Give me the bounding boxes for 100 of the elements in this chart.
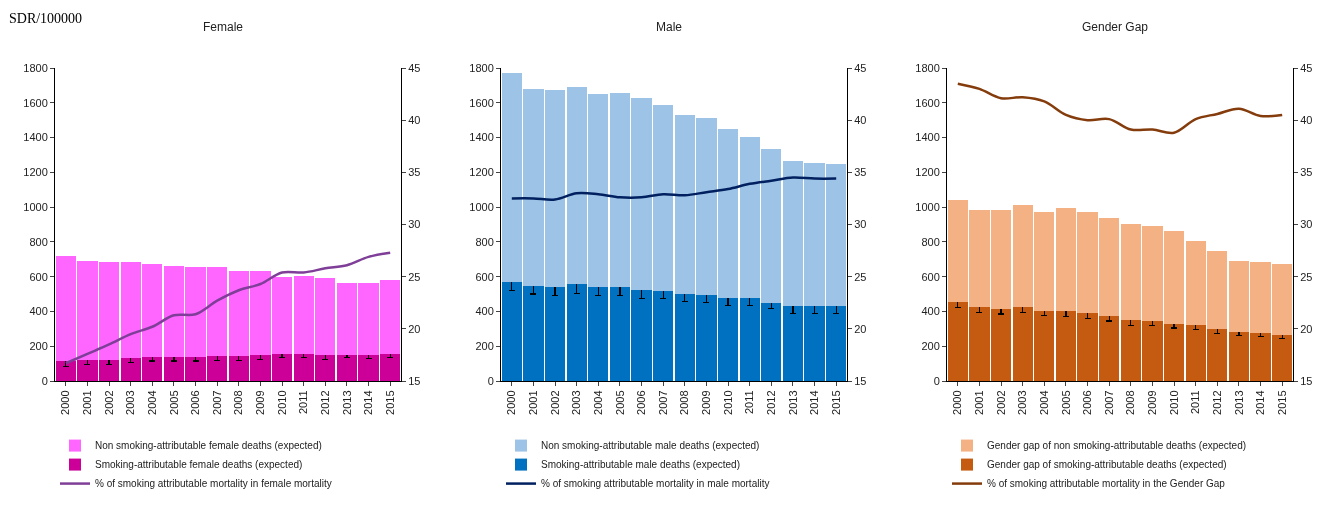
y-tick-label: 1000 — [915, 200, 940, 213]
x-tick-label: 2006 — [189, 390, 202, 415]
y2-tick-label: 45 — [408, 61, 421, 74]
y-tick-label: 200 — [29, 340, 48, 353]
x-tick-label: 2001 — [973, 390, 986, 415]
x-tick-label: 2011 — [297, 390, 310, 415]
x-tick-label: 2002 — [102, 390, 115, 415]
y-tick-label: 0 — [487, 374, 494, 387]
chart-title: Female — [202, 20, 244, 35]
y-tick-label: 1400 — [469, 131, 494, 144]
y-tick-label: 1800 — [915, 61, 940, 74]
y-tick-label: 400 — [921, 305, 940, 318]
legend-label: Non smoking-attributable female deaths (expected) — [95, 440, 322, 452]
y2-tick-label: 40 — [1300, 114, 1313, 127]
y-tick-label: 800 — [475, 235, 494, 248]
x-tick-label: 2005 — [613, 390, 626, 415]
y2-tick-label: 15 — [1300, 374, 1313, 387]
y-tick-label: 1400 — [915, 131, 940, 144]
y-tick-label: 1800 — [469, 61, 494, 74]
line-series — [510, 176, 838, 201]
x-tick-label: 2012 — [318, 390, 331, 415]
x-tick-label: 2013 — [340, 390, 353, 415]
y-tick-label: 1600 — [469, 96, 494, 109]
x-tick-label: 2011 — [1189, 390, 1202, 415]
chart-title: Male — [655, 20, 683, 35]
x-tick-label: 2001 — [527, 390, 540, 415]
x-tick-label: 2015 — [383, 390, 396, 415]
x-tick-label: 2005 — [167, 390, 180, 415]
x-tick-label: 2003 — [570, 390, 583, 415]
y-tick-label: 600 — [29, 270, 48, 283]
x-tick-label: 2009 — [254, 390, 267, 415]
x-tick-label: 2008 — [678, 390, 691, 415]
x-tick-label: 2013 — [786, 390, 799, 415]
y2-tick-label: 25 — [1300, 270, 1313, 283]
y2-tick-label: 45 — [854, 61, 867, 74]
y2-tick-label: 30 — [854, 218, 867, 231]
x-tick-label: 2008 — [1124, 390, 1137, 415]
x-tick-label: 2002 — [994, 390, 1007, 415]
line-series — [64, 251, 392, 365]
x-tick-label: 2010 — [721, 390, 734, 415]
x-tick-label: 2015 — [1275, 390, 1288, 415]
x-tick-label: 2012 — [764, 390, 777, 415]
y-tick-label: 1800 — [23, 61, 48, 74]
y-tick-label: 800 — [921, 235, 940, 248]
x-tick-label: 2003 — [1016, 390, 1029, 415]
legend-label: % of smoking attributable mortality in the Gender Gap — [987, 478, 1226, 490]
y-tick-label: 1600 — [915, 96, 940, 109]
y2-tick-label: 15 — [408, 374, 421, 387]
x-tick-label: 2009 — [700, 390, 713, 415]
x-tick-label: 2007 — [210, 390, 223, 415]
y-tick-label: 400 — [29, 305, 48, 318]
legend-label: Smoking-attributable female deaths (expected) — [95, 459, 303, 471]
x-tick-label: 2012 — [1210, 390, 1223, 415]
x-tick-label: 2014 — [808, 390, 821, 415]
x-tick-label: 2015 — [829, 390, 842, 415]
y-tick-label: 1400 — [23, 131, 48, 144]
legend-label: Non smoking-attributable male deaths (expected) — [541, 440, 760, 452]
y-tick-label: 0 — [933, 374, 940, 387]
line-series — [956, 82, 1284, 135]
x-tick-label: 2009 — [1146, 390, 1159, 415]
y2-tick-label: 40 — [408, 114, 421, 127]
y-tick-label: 1600 — [23, 96, 48, 109]
x-tick-label: 2005 — [1059, 390, 1072, 415]
x-tick-label: 2007 — [1102, 390, 1115, 415]
y-tick-label: 400 — [475, 305, 494, 318]
y2-tick-label: 20 — [854, 322, 867, 335]
chart-title: Gender Gap — [1081, 20, 1149, 35]
x-tick-label: 2010 — [275, 390, 288, 415]
y-tick-label: 800 — [29, 235, 48, 248]
y-tick-label: 600 — [921, 270, 940, 283]
x-tick-label: 2007 — [656, 390, 669, 415]
x-tick-label: 2006 — [635, 390, 648, 415]
legend-label: % of smoking attributable mortality in female mortality — [95, 478, 332, 490]
y-tick-label: 1200 — [915, 166, 940, 179]
x-tick-label: 2000 — [59, 390, 72, 415]
y2-tick-label: 30 — [408, 218, 421, 231]
y2-tick-label: 35 — [854, 166, 867, 179]
legend-label: Smoking-attributable male deaths (expected) — [541, 459, 740, 471]
x-tick-label: 2004 — [1037, 390, 1050, 415]
y2-tick-label: 30 — [1300, 218, 1313, 231]
y2-tick-label: 45 — [1300, 61, 1313, 74]
legend-label: Gender gap of smoking-attributable deaths (expected) — [987, 459, 1227, 471]
y-tick-label: 600 — [475, 270, 494, 283]
y-tick-label: 1000 — [23, 200, 48, 213]
y2-tick-label: 35 — [408, 166, 421, 179]
y2-tick-label: 25 — [408, 270, 421, 283]
x-tick-label: 2001 — [81, 390, 94, 415]
x-tick-label: 2000 — [505, 390, 518, 415]
y2-tick-label: 25 — [854, 270, 867, 283]
text: SDR/100000 — [9, 11, 83, 26]
y2-tick-label: 20 — [408, 322, 421, 335]
x-tick-label: 2006 — [1081, 390, 1094, 415]
x-tick-label: 2002 — [548, 390, 561, 415]
legend-label: Gender gap of non smoking-attributable deaths (expected) — [987, 440, 1247, 452]
x-tick-label: 2004 — [145, 390, 158, 415]
x-tick-label: 2014 — [1254, 390, 1267, 415]
x-tick-label: 2004 — [591, 390, 604, 415]
y-tick-label: 1000 — [469, 200, 494, 213]
y-tick-label: 1200 — [469, 166, 494, 179]
y-tick-label: 1200 — [23, 166, 48, 179]
